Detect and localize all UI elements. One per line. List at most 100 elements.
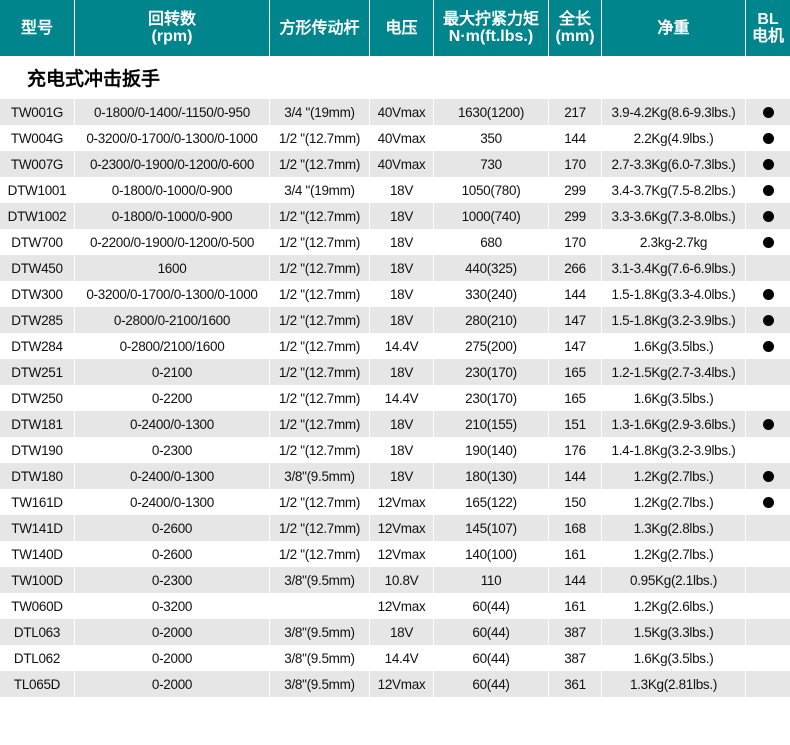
- cell-torque: 60(44): [434, 619, 549, 645]
- cell-drive: 1/2 "(12.7mm): [270, 281, 370, 307]
- cell-length: 299: [549, 203, 602, 229]
- header-length-label: 全长 (mm): [555, 11, 594, 45]
- cell-bl: [746, 645, 790, 671]
- cell-rpm: 0-1800/0-1400/-1150/0-950: [75, 99, 270, 125]
- cell-model: DTW251: [0, 359, 75, 385]
- cell-drive: 3/8"(9.5mm): [270, 671, 370, 697]
- cell-rpm: 0-2600: [75, 541, 270, 567]
- cell-model: TW007G: [0, 151, 75, 177]
- header-bl-label: BL 电机: [752, 11, 784, 45]
- cell-bl: [746, 151, 790, 177]
- cell-drive: 1/2 "(12.7mm): [270, 541, 370, 567]
- cell-torque: 280(210): [434, 307, 549, 333]
- cell-bl: [746, 385, 790, 411]
- cell-torque: 230(170): [434, 359, 549, 385]
- cell-torque: 180(130): [434, 463, 549, 489]
- cell-rpm: 0-3200/0-1700/0-1300/0-1000: [75, 125, 270, 151]
- cell-voltage: 18V: [370, 229, 434, 255]
- cell-rpm: 0-2200/0-1900/0-1200/0-500: [75, 229, 270, 255]
- header-rpm: 回转数 (rpm): [75, 0, 270, 56]
- cell-weight: 1.6Kg(3.5lbs.): [602, 645, 746, 671]
- cell-bl: [746, 567, 790, 593]
- cell-weight: 3.1-3.4Kg(7.6-6.9lbs.): [602, 255, 746, 281]
- cell-torque: 275(200): [434, 333, 549, 359]
- cell-torque: 60(44): [434, 593, 549, 619]
- bullet-dot-icon: [762, 236, 774, 248]
- cell-voltage: 40Vmax: [370, 125, 434, 151]
- cell-bl: [746, 411, 790, 437]
- cell-torque: 1630(1200): [434, 99, 549, 125]
- cell-model: TW141D: [0, 515, 75, 541]
- bullet-dot-icon: [762, 340, 774, 352]
- header-bl-motor: BL 电机: [746, 0, 790, 56]
- cell-bl: [746, 515, 790, 541]
- cell-torque: 165(122): [434, 489, 549, 515]
- cell-torque: 60(44): [434, 645, 549, 671]
- cell-length: 144: [549, 463, 602, 489]
- cell-torque: 1050(780): [434, 177, 549, 203]
- table-row: DTW285 0-2800/0-2100/1600 1/2 "(12.7mm) 18V…: [0, 307, 790, 333]
- cell-length: 387: [549, 619, 602, 645]
- table-row: DTW250 0-2200 1/2 "(12.7mm) 14.4V 230(170) 16…: [0, 385, 790, 411]
- table-row: DTW1001 0-1800/0-1000/0-900 3/4 "(19mm) 18V…: [0, 177, 790, 203]
- header-model-label: 型号: [20, 19, 53, 37]
- table-row: TW161D 0-2400/0-1300 1/2 "(12.7mm) 12Vmax 16…: [0, 489, 790, 515]
- cell-bl: [746, 177, 790, 203]
- cell-weight: 1.5Kg(3.3lbs.): [602, 619, 746, 645]
- header-torque: 最大拧紧力矩 N·m(ft.lbs.): [434, 0, 549, 56]
- cell-voltage: 18V: [370, 619, 434, 645]
- cell-bl: [746, 489, 790, 515]
- cell-model: DTW190: [0, 437, 75, 463]
- cell-rpm: 0-2000: [75, 619, 270, 645]
- cell-model: TL065D: [0, 671, 75, 697]
- cell-model: DTW1001: [0, 177, 75, 203]
- cell-bl: [746, 281, 790, 307]
- cell-rpm: 0-2300: [75, 567, 270, 593]
- header-weight: 净重: [602, 0, 746, 56]
- cell-length: 161: [549, 593, 602, 619]
- cell-length: 144: [549, 281, 602, 307]
- cell-bl: [746, 307, 790, 333]
- cell-drive: 1/2 "(12.7mm): [270, 229, 370, 255]
- table-row: DTW181 0-2400/0-1300 1/2 "(12.7mm) 18V 210(1…: [0, 411, 790, 437]
- cell-weight: 1.3-1.6Kg(2.9-3.6lbs.): [602, 411, 746, 437]
- cell-length: 266: [549, 255, 602, 281]
- cell-drive: 3/8"(9.5mm): [270, 645, 370, 671]
- cell-model: DTL063: [0, 619, 75, 645]
- cell-torque: 1000(740): [434, 203, 549, 229]
- cell-torque: 145(107): [434, 515, 549, 541]
- cell-voltage: 40Vmax: [370, 99, 434, 125]
- cell-voltage: 18V: [370, 203, 434, 229]
- cell-voltage: 18V: [370, 177, 434, 203]
- cell-model: DTW284: [0, 333, 75, 359]
- table-row: DTW450 1600 1/2 "(12.7mm) 18V 440(325) 266 3.1…: [0, 255, 790, 281]
- cell-voltage: 40Vmax: [370, 151, 434, 177]
- cell-bl: [746, 229, 790, 255]
- cell-length: 144: [549, 567, 602, 593]
- cell-bl: [746, 619, 790, 645]
- cell-length: 147: [549, 333, 602, 359]
- cell-voltage: 18V: [370, 411, 434, 437]
- bullet-dot-icon: [762, 496, 774, 508]
- header-torque-line1: 最大拧紧力矩: [442, 11, 539, 28]
- cell-rpm: 0-2100: [75, 359, 270, 385]
- cell-length: 165: [549, 359, 602, 385]
- cell-weight: 1.5-1.8Kg(3.2-3.9lbs.): [602, 307, 746, 333]
- cell-weight: 3.9-4.2Kg(8.6-9.3lbs.): [602, 99, 746, 125]
- cell-weight: 3.4-3.7Kg(7.5-8.2lbs.): [602, 177, 746, 203]
- cell-drive: 1/2 "(12.7mm): [270, 255, 370, 281]
- cell-voltage: 14.4V: [370, 333, 434, 359]
- cell-rpm: 0-2400/0-1300: [75, 463, 270, 489]
- cell-torque: 350: [434, 125, 549, 151]
- cell-rpm: 0-2600: [75, 515, 270, 541]
- cell-drive: 1/2 "(12.7mm): [270, 125, 370, 151]
- cell-length: 147: [549, 307, 602, 333]
- cell-model: DTW1002: [0, 203, 75, 229]
- cell-weight: 1.5-1.8Kg(3.3-4.0lbs.): [602, 281, 746, 307]
- cell-voltage: 10.8V: [370, 567, 434, 593]
- cell-torque: 140(100): [434, 541, 549, 567]
- cell-bl: [746, 125, 790, 151]
- cell-drive: 1/2 "(12.7mm): [270, 151, 370, 177]
- cell-voltage: 14.4V: [370, 385, 434, 411]
- bullet-dot-icon: [762, 158, 774, 170]
